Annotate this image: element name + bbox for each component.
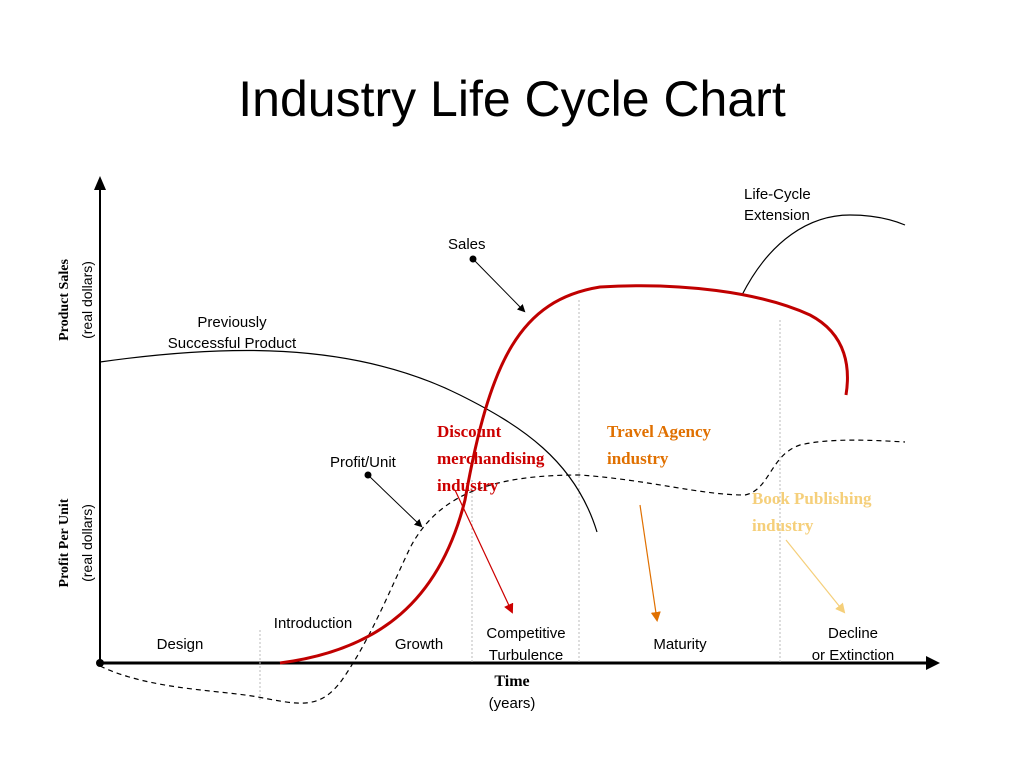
extension-label-2: Extension xyxy=(744,207,810,224)
book-annotation-1: Book Publishing xyxy=(752,489,872,508)
extension-label-1: Life-Cycle xyxy=(744,186,811,203)
discount-annotation-1: Discount xyxy=(437,422,502,441)
stage-label-maturity: Maturity xyxy=(653,636,707,653)
origin-dot xyxy=(96,659,104,667)
discount-arrow xyxy=(454,489,514,614)
sales-pointer xyxy=(472,258,526,313)
x-axis-sublabel: (years) xyxy=(489,695,536,712)
x-axis-label: Time xyxy=(494,673,529,690)
stage-label-growth: Growth xyxy=(395,636,443,653)
travel-arrow xyxy=(639,504,661,622)
stage-label-competitive-1: Competitive xyxy=(486,625,565,642)
sales-label: Sales xyxy=(448,236,486,253)
stage-label-competitive-2: Turbulence xyxy=(489,647,564,664)
previous-product-label-2: Successful Product xyxy=(168,335,297,352)
book-arrow xyxy=(785,539,846,614)
stage-label-decline-1: Decline xyxy=(828,625,878,642)
x-axis-arrowhead xyxy=(926,656,940,670)
y-lower-sublabel: (real dollars) xyxy=(79,504,95,582)
travel-annotation-1: Travel Agency xyxy=(607,422,712,441)
stage-label-introduction: Introduction xyxy=(274,615,352,632)
y-axis-arrowhead xyxy=(94,176,106,190)
page-title: Industry Life Cycle Chart xyxy=(238,71,786,127)
y-lower-label: Profit Per Unit xyxy=(57,498,72,587)
y-upper-label: Product Sales xyxy=(57,259,72,341)
discount-annotation-2: merchandising xyxy=(437,449,545,468)
stage-label-decline-2: or Extinction xyxy=(812,647,895,664)
previous-product-label-1: Previously xyxy=(197,314,267,331)
profit-unit-label: Profit/Unit xyxy=(330,454,397,471)
life-cycle-extension-curve xyxy=(741,214,906,296)
y-upper-sublabel: (real dollars) xyxy=(79,261,95,339)
travel-annotation-2: industry xyxy=(607,449,669,468)
profit-unit-pointer xyxy=(367,474,423,528)
sales-curve xyxy=(279,284,849,665)
book-annotation-2: industry xyxy=(752,516,814,535)
discount-annotation-3: industry xyxy=(437,476,499,495)
previous-product-curve xyxy=(99,349,598,533)
stage-label-design: Design xyxy=(157,636,204,653)
